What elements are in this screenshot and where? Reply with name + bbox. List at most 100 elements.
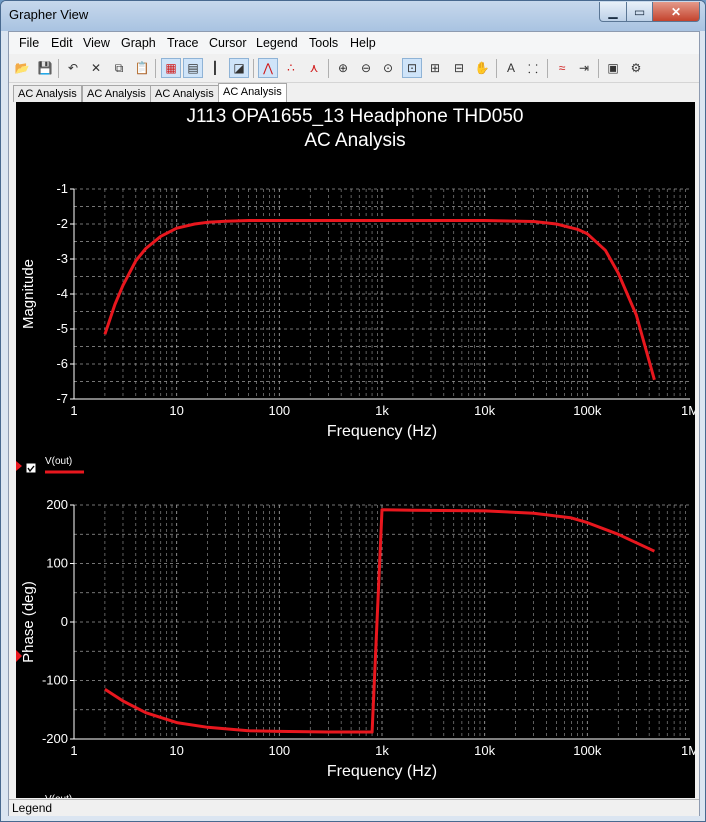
menu-tools[interactable]: Tools [309,36,339,50]
y-tick-label: -100 [42,673,68,688]
pan-hand-button[interactable]: ✋ [472,58,492,78]
delete-button[interactable]: ✕ [86,58,106,78]
y-tick-label: 100 [46,556,68,571]
data-table-icon: ▤ [187,61,199,75]
tab-ac-analysis-2[interactable]: AC Analysis [82,85,151,102]
data-table-button[interactable]: ▤ [183,58,203,78]
save-button[interactable]: 💾 [35,58,55,78]
x-tick-label: 1k [375,403,389,418]
y-tick-label: 200 [46,497,68,512]
undo-button[interactable]: ↶ [63,58,83,78]
x-tick-label: 10 [169,743,183,758]
tab-ac-analysis-3[interactable]: AC Analysis [150,85,219,102]
y-tick-label: -3 [56,251,68,266]
y-tick-label: -200 [42,731,68,746]
zoom-y-button[interactable]: ⊟ [449,58,469,78]
label-tool-icon: ⸬ [528,61,538,76]
series-line-vout[interactable] [103,219,656,381]
export-button[interactable]: ⇥ [574,58,594,78]
label-tool-button[interactable]: ⸬ [523,58,543,78]
scatter-plot-button[interactable]: ∴ [281,58,301,78]
zoom-out-icon: ⊖ [360,61,372,75]
legend-marker-icon [16,461,22,471]
trace-button[interactable]: ≈ [552,58,572,78]
y-tick-label: 0 [61,614,68,629]
x-tick-label: 10 [169,403,183,418]
copy-graph-button[interactable]: ▣ [603,58,623,78]
menu-help[interactable]: Help [350,36,376,50]
x-tick-label: 1 [70,743,77,758]
menu-view[interactable]: View [83,36,110,50]
y-axis-label: Magnitude [20,259,37,329]
open-folder-button[interactable]: 📂 [12,58,32,78]
toolbar-separator [58,59,59,78]
chart-title: J113 OPA1655_13 Headphone THD050 [187,106,524,127]
menu-bar: File Edit View Graph Trace Cursor Legend Tools H… [9,32,699,54]
maximize-icon: ▭ [633,4,646,19]
minimize-button[interactable]: ▁ [599,2,627,22]
menu-legend[interactable]: Legend [256,36,298,50]
status-bar: Legend [9,799,699,816]
y-axis-label: Phase (deg) [20,581,37,663]
menu-edit[interactable]: Edit [51,36,73,50]
pan-hand-icon: ✋ [474,61,490,75]
y-tick-label: -7 [56,391,68,406]
toolbar-separator [253,59,254,78]
copy-graph-icon: ▣ [607,61,619,75]
copy-button[interactable]: ⧉ [109,58,129,78]
chart-area: J113 OPA1655_13 Headphone THD050 AC Anal… [16,102,699,812]
tab-ac-analysis-1[interactable]: AC Analysis [13,85,82,102]
open-folder-icon: 📂 [14,61,30,75]
x-axis-label: Frequency (Hz) [327,763,437,780]
properties-icon: ⚙ [630,61,642,75]
zoom-x-icon: ⊞ [429,61,441,75]
menu-file[interactable]: File [19,36,40,50]
marker-plot-button[interactable]: ⋏ [304,58,324,78]
zoom-in-button[interactable]: ⊕ [333,58,353,78]
tab-ac-analysis-4[interactable]: AC Analysis [218,83,287,103]
x-tick-label: 100k [573,743,602,758]
zoom-in-icon: ⊕ [337,61,349,75]
chart-subtitle: AC Analysis [304,130,405,151]
grid-button[interactable]: ▦ [161,58,181,78]
text-tool-icon: A [506,61,515,75]
x-tick-label: 10k [474,743,495,758]
x-tick-label: 1 [70,403,77,418]
menu-trace[interactable]: Trace [167,36,199,50]
properties-button[interactable]: ⚙ [626,58,646,78]
y-tick-label: -2 [56,216,68,231]
overlay-button[interactable]: ◪ [229,58,249,78]
zoom-out-button[interactable]: ⊖ [356,58,376,78]
checkmark-icon [27,465,35,473]
phase-plot[interactable]: 1 10 100 1k 10k 100k 1M 200 100 0 -100 -200 Frequenc… [16,497,699,812]
menu-graph[interactable]: Graph [121,36,156,50]
x-tick-label: 100 [268,743,290,758]
toolbar-separator [155,59,156,78]
zoom-reset-button[interactable]: ⊙ [378,58,398,78]
title-bar[interactable]: Grapher View ▁ ▭ ✕ [1,1,705,31]
series-line-vout[interactable] [104,508,656,734]
zoom-x-button[interactable]: ⊞ [425,58,445,78]
x-tick-label: 1M [681,743,695,758]
trace-icon: ≈ [558,61,566,75]
legend-label-vout: V(out) [45,794,72,798]
toolbar-separator [496,59,497,78]
text-tool-button[interactable]: A [501,58,521,78]
zoom-area-button[interactable]: ⊡ [402,58,422,78]
window-title: Grapher View [9,7,89,22]
x-tick-label: 1M [681,403,695,418]
line-plot-button[interactable]: ⋀ [258,58,278,78]
close-button[interactable]: ✕ [652,2,700,22]
maximize-button[interactable]: ▭ [626,2,653,22]
paste-button[interactable]: 📋 [132,58,152,78]
bar-graph-button[interactable]: ┃ [205,58,225,78]
marker-plot-icon: ⋏ [309,61,319,75]
export-icon: ⇥ [578,61,590,75]
legend-checkbox[interactable] [26,463,36,473]
toolbar-separator [598,59,599,78]
splitter-marker-icon[interactable] [16,650,22,662]
magnitude-plot[interactable]: 1 10 100 1k 10k 100k 1M -1 -2 -3 -4 -5 -6 -7 Frequency… [16,181,699,474]
menu-cursor[interactable]: Cursor [209,36,247,50]
zoom-reset-icon: ⊙ [382,61,394,75]
